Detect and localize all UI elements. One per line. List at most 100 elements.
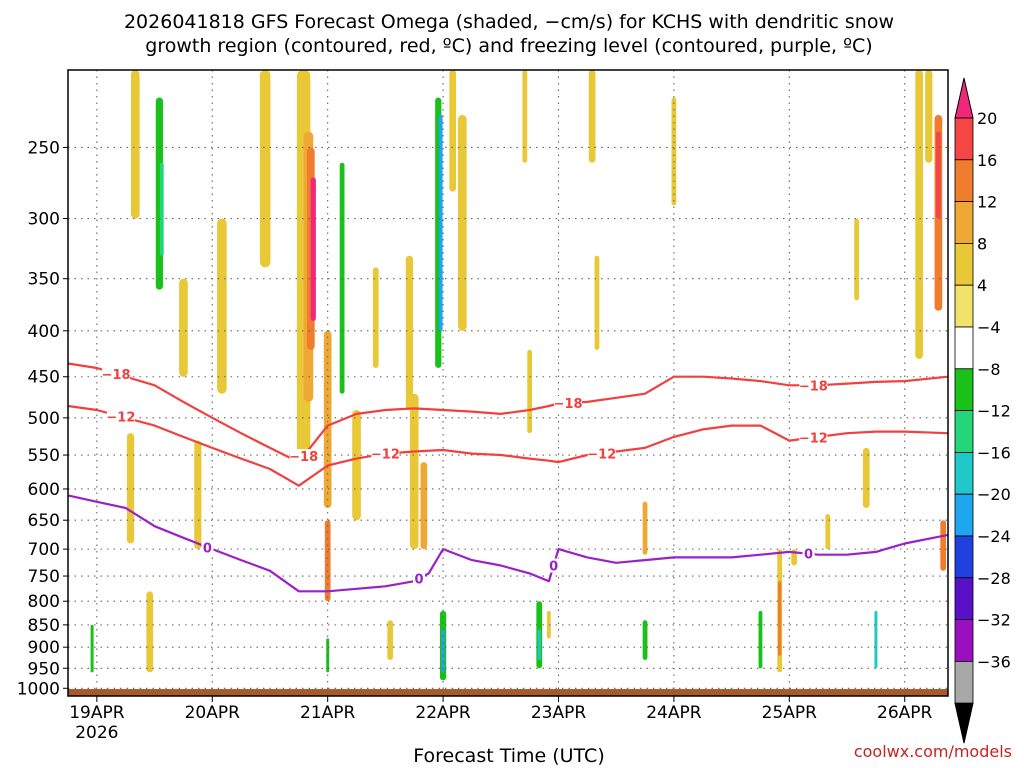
- omega-cell: [159, 162, 164, 256]
- omega-cell: [537, 629, 541, 660]
- colorbar-legend: 20 16 12 8 4 −4 −8 −12 −16 −20 −24 −28 −32 −36: [954, 77, 1011, 744]
- omega-cell: [146, 591, 154, 673]
- omega-cell: [420, 462, 428, 550]
- contour-label: 0: [549, 559, 558, 574]
- colorbar-label: −28: [977, 569, 1011, 588]
- plot-area: 0 0 0 0 −12 −12 −12 −12 −18 −18 −18 −18: [67, 69, 950, 697]
- omega-cell: [940, 520, 947, 571]
- omega-cell: [324, 520, 331, 602]
- colorbar-swatch: [954, 577, 974, 620]
- contour-freezing-level: [67, 494, 949, 593]
- omega-cell: [915, 70, 923, 360]
- omega-cell: [758, 610, 763, 669]
- y-axis: 2503003504004505005506006507007508008509…: [17, 138, 68, 699]
- omega-cell: [522, 70, 528, 163]
- colorbar-swatch: [954, 619, 974, 662]
- colorbar-swatch: [954, 242, 974, 286]
- x-tick-label: 20APR: [185, 703, 241, 723]
- y-tick-label: 850: [28, 616, 60, 636]
- x-tick-year: 2026: [75, 723, 118, 743]
- y-tick-label: 700: [28, 540, 60, 560]
- contour-label: −18: [102, 368, 131, 383]
- colorbar-label: −8: [977, 360, 1001, 379]
- contour-label: −18: [554, 397, 583, 412]
- y-tick-label: 650: [28, 511, 60, 531]
- contour-label-bg: [106, 409, 135, 424]
- omega-cell: [796, 231, 802, 301]
- colorbar-label: 20: [977, 109, 997, 128]
- omega-cell: [671, 97, 677, 206]
- contour-label: −18: [289, 450, 318, 465]
- contour-label-bg: [799, 430, 828, 445]
- y-tick-label: 500: [28, 409, 60, 429]
- contour-label-bg: [547, 558, 560, 573]
- omega-cell: [843, 218, 851, 321]
- omega-cell: [748, 591, 754, 639]
- omega-cell: [352, 409, 361, 521]
- contour-label: 0: [415, 573, 424, 588]
- colorbar-swatch: [954, 201, 974, 244]
- omega-cell: [588, 70, 596, 163]
- omega-cell: [90, 624, 94, 673]
- omega-cell: [527, 349, 533, 434]
- x-tick-label: 22APR: [415, 703, 471, 723]
- omega-cell: [457, 114, 467, 331]
- contour-lines: 0 0 0 0 −12 −12 −12 −12 −18 −18 −18 −18: [67, 362, 949, 593]
- omega-cell: [935, 131, 941, 219]
- omega-cell: [215, 70, 219, 244]
- y-tick-label: 800: [28, 592, 60, 612]
- contour-label-bg: [587, 446, 616, 461]
- colorbar-swatch: [954, 117, 974, 161]
- y-tick-label: 600: [28, 480, 60, 500]
- omega-cell: [729, 70, 735, 163]
- omega-cell: [594, 255, 600, 350]
- y-tick-label: 250: [28, 138, 60, 158]
- omega-cell: [310, 177, 316, 321]
- colorbar-swatch: [954, 410, 974, 453]
- contour-label-bg: [554, 396, 583, 411]
- contour-label-bg: [413, 571, 426, 586]
- omega-cell: [862, 447, 870, 509]
- colorbar-label: −12: [977, 402, 1011, 421]
- omega-cell: [84, 70, 91, 386]
- contour-label-bg: [201, 540, 214, 555]
- y-tick-label: 550: [28, 446, 60, 466]
- colorbar-label: 4: [977, 276, 987, 295]
- y-tick-label: 400: [28, 322, 60, 342]
- omega-cell: [438, 114, 443, 331]
- y-tick-label: 300: [28, 210, 60, 230]
- colorbar-swatch: [954, 159, 974, 203]
- y-tick-label: 450: [28, 368, 60, 388]
- x-tick-label: 19APR: [69, 703, 125, 723]
- omega-cell: [874, 610, 878, 669]
- omega-cell: [925, 70, 933, 163]
- colorbar-swatch: [954, 326, 974, 370]
- contour-label-bg: [799, 378, 828, 393]
- omega-cell: [130, 70, 140, 219]
- colorbar-label: −24: [977, 527, 1011, 546]
- x-axis-label: Forecast Time (UTC): [413, 745, 604, 767]
- omega-cell: [449, 70, 457, 192]
- contour-label: −12: [799, 432, 828, 447]
- x-tick-label: 25APR: [762, 703, 818, 723]
- ground-surface: [68, 689, 948, 696]
- ground-band: [68, 689, 948, 696]
- y-tick-label: 900: [28, 638, 60, 658]
- colorbar-bottom-arrow: [954, 702, 974, 744]
- contour-dendritic-18-c: [67, 362, 949, 464]
- colorbar-label: −36: [977, 652, 1011, 671]
- credit-link[interactable]: coolwx.com/models: [854, 742, 1012, 761]
- colorbar-label: −16: [977, 443, 1011, 462]
- contour-label-bg: [802, 546, 815, 561]
- contour-label-bg: [102, 366, 131, 381]
- omega-cell: [778, 581, 782, 656]
- omega-cell: [132, 610, 138, 656]
- omega-cell: [372, 267, 379, 368]
- colorbar-label: 16: [977, 151, 997, 170]
- omega-cell: [259, 70, 271, 268]
- x-tick-label: 24APR: [646, 703, 702, 723]
- contour-label: −12: [587, 447, 616, 462]
- omega-cell: [194, 440, 202, 550]
